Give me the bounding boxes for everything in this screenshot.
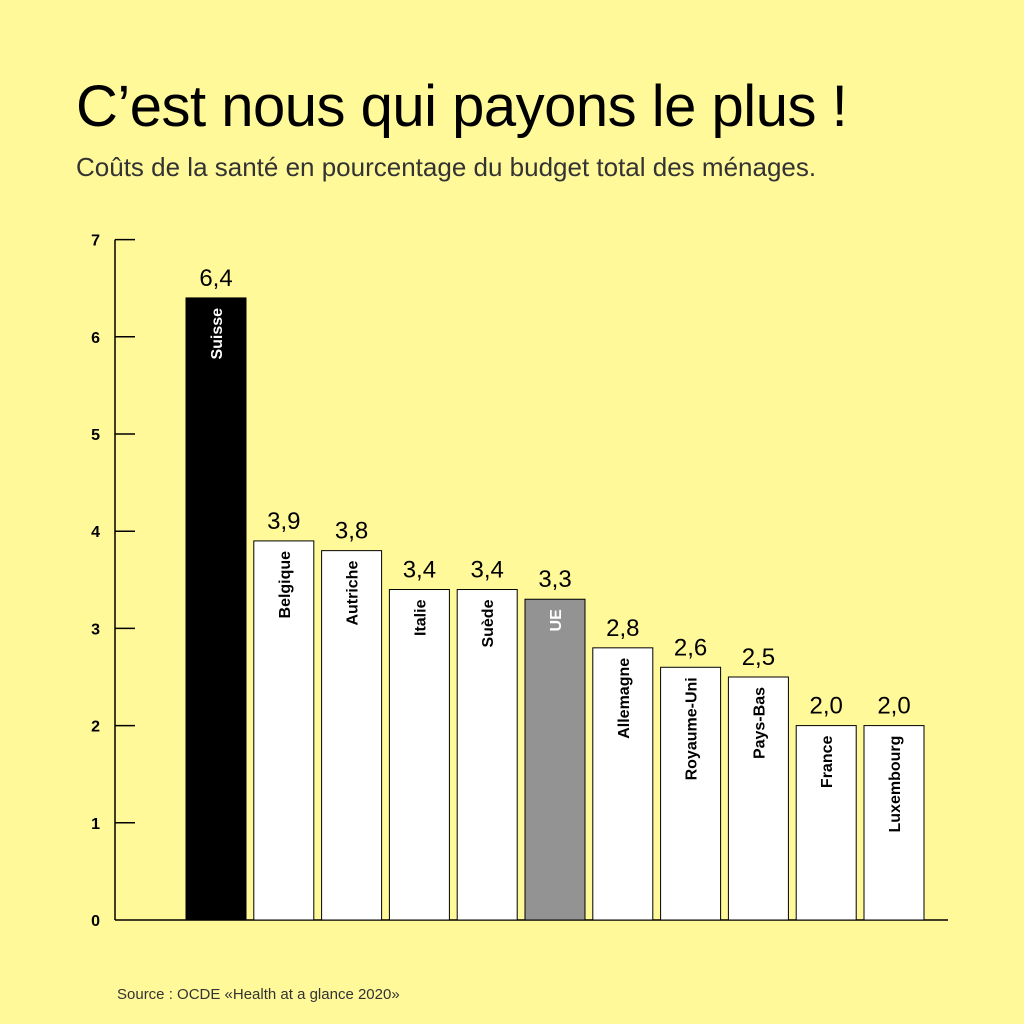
bar-category-label: Luxembourg [887, 736, 904, 833]
bar-category-label: Autriche [345, 561, 362, 626]
bar-value-label: 2,5 [742, 644, 775, 671]
bar-value-label: 2,0 [810, 693, 843, 720]
source-note: Source : OCDE «Health at a glance 2020» [117, 986, 400, 1003]
bar [456, 589, 518, 921]
bar-value-label: 3,9 [267, 508, 300, 535]
bar-category-label: UE [548, 609, 565, 632]
y-tick-label: 6 [91, 330, 100, 347]
bar [863, 725, 925, 921]
chart-title: C’est nous qui payons le plus ! [76, 74, 848, 139]
bar-value-label: 2,6 [674, 634, 707, 661]
bar [321, 550, 383, 921]
y-tick-label: 7 [91, 233, 100, 250]
bar-category-label: Italie [412, 599, 429, 636]
y-tick-label: 3 [91, 621, 100, 638]
bar-value-label: 6,4 [199, 265, 232, 292]
bar-value-label: 3,3 [538, 566, 571, 593]
bar [795, 725, 857, 921]
y-tick-label: 4 [91, 524, 100, 541]
bar-value-label: 3,8 [335, 518, 368, 545]
bar [727, 676, 789, 921]
bar-category-label: Royaume-Uni [684, 677, 701, 780]
bar-category-label: Pays-Bas [751, 687, 768, 759]
bar-value-label: 3,4 [403, 557, 436, 584]
y-tick-label: 0 [91, 913, 100, 930]
bar-category-label: Belgique [277, 551, 294, 619]
y-tick-label: 2 [91, 719, 100, 736]
bar [253, 540, 315, 921]
y-tick-label: 5 [91, 427, 100, 444]
bar [524, 598, 586, 921]
bar-value-label: 2,8 [606, 615, 639, 642]
bar [660, 666, 722, 921]
y-tick-label: 1 [91, 816, 100, 833]
bar [388, 589, 450, 921]
bar-category-label: Allemagne [616, 658, 633, 739]
bar [185, 297, 247, 921]
chart-subtitle: Coûts de la santé en pourcentage du budg… [76, 152, 817, 182]
bar-category-label: Suisse [209, 308, 226, 360]
bar-category-label: Suède [480, 599, 497, 647]
bar-category-label: France [819, 735, 836, 788]
bar-value-label: 3,4 [471, 557, 504, 584]
bar-value-label: 2,0 [877, 693, 910, 720]
bar [592, 647, 654, 921]
